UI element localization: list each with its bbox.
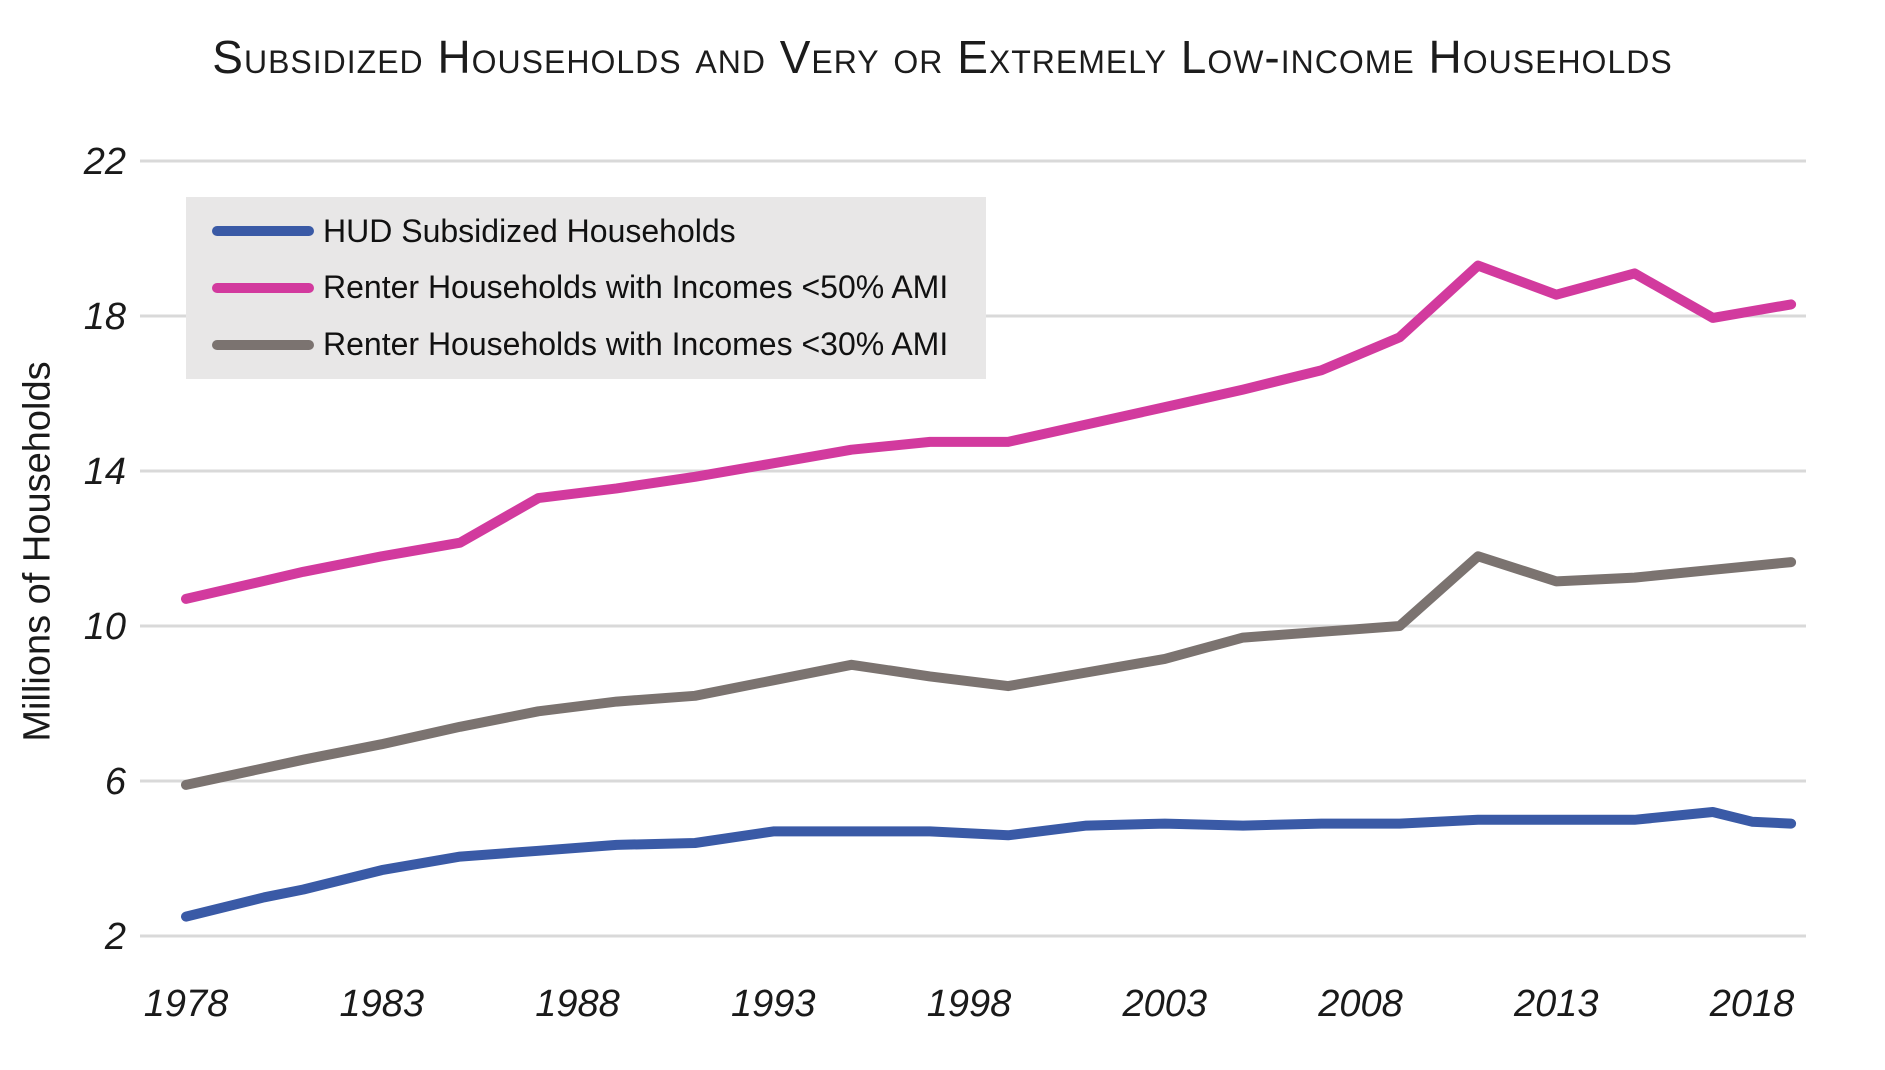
legend-label: Renter Households with Incomes <30% AMI — [323, 326, 949, 363]
legend: HUD Subsidized Households Renter Househol… — [186, 197, 986, 379]
chart-title: Subsidized Households and Very or Extrem… — [212, 31, 1673, 83]
y-tick-label-2: 2 — [104, 916, 126, 958]
legend-label: HUD Subsidized Households — [323, 212, 736, 249]
x-tick-label-1978: 1978 — [144, 983, 229, 1025]
x-tick-labels: 1978 1983 1988 1993 1998 2003 2008 2013 2018 — [144, 983, 1795, 1025]
legend-label: Renter Households with Incomes <50% AMI — [323, 269, 949, 306]
y-tick-label-18: 18 — [84, 296, 126, 338]
x-tick-label-1988: 1988 — [535, 983, 620, 1025]
y-tick-label-6: 6 — [105, 761, 127, 803]
x-tick-label-2003: 2003 — [1121, 983, 1207, 1025]
series-lines — [181, 260, 1797, 922]
y-tick-label-10: 10 — [84, 606, 126, 648]
legend-swatch-icon — [212, 339, 314, 350]
x-tick-label-1998: 1998 — [927, 983, 1012, 1025]
legend-swatch-icon — [212, 282, 314, 293]
x-tick-label-2013: 2013 — [1513, 983, 1599, 1025]
legend-item: Renter Households with Incomes <30% AMI — [212, 326, 986, 363]
x-tick-label-1993: 1993 — [731, 983, 816, 1025]
series-line-renter-households-with-incomes-50-ami — [181, 260, 1797, 604]
legend-item: HUD Subsidized Households — [212, 213, 986, 250]
x-tick-label-1983: 1983 — [339, 983, 424, 1025]
y-tick-labels: 22 18 14 10 6 2 — [83, 141, 127, 958]
series-line-renter-households-with-incomes-30-ami — [181, 551, 1797, 790]
y-tick-label-22: 22 — [83, 141, 126, 183]
series-line-hud-subsidized-households — [181, 807, 1797, 922]
legend-swatch-icon — [212, 226, 314, 237]
legend-item: Renter Households with Incomes <50% AMI — [212, 269, 986, 306]
y-tick-label-14: 14 — [84, 451, 126, 493]
x-tick-label-2008: 2008 — [1317, 983, 1403, 1025]
x-tick-label-2018: 2018 — [1709, 983, 1795, 1025]
